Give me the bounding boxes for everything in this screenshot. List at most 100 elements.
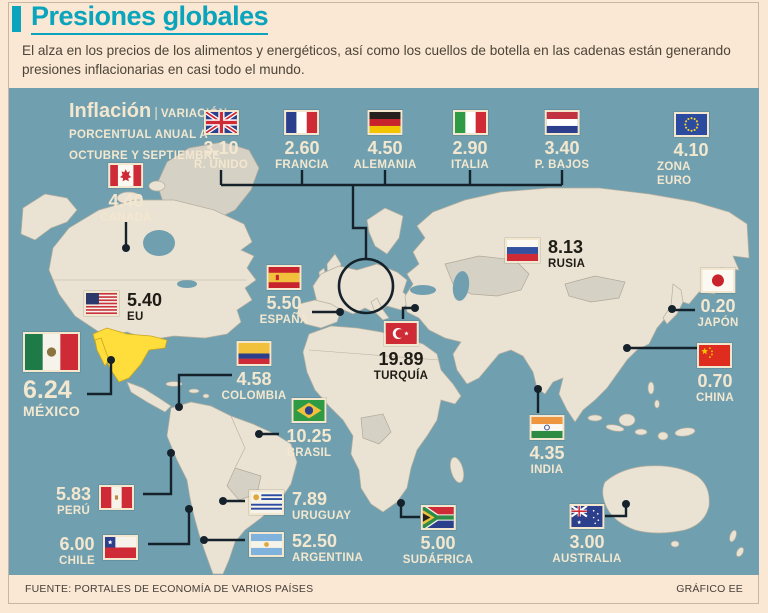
india-flag-icon: [529, 415, 565, 440]
country-text: 0.70 CHINA: [696, 372, 734, 405]
country-label-mexico: 6.24 MÉXICO: [23, 332, 80, 421]
title-accent-bar: [12, 6, 21, 32]
uruguay-flag-icon: [249, 490, 284, 515]
country-label-francia: 2.60 FRANCIA: [275, 110, 329, 172]
country-label-argentina: 52.50 ARGENTINA: [249, 532, 363, 565]
country-text: 5.50 ESPAÑA: [260, 294, 309, 327]
usa-flag-icon: [84, 291, 119, 316]
country-name: ZONA EURO: [657, 160, 692, 188]
country-label-colombia: 4.58 COLOMBIA: [221, 341, 286, 403]
country-name: R. UNIDO: [193, 158, 249, 171]
inflation-value: 5.00: [420, 533, 456, 553]
country-name: FRANCIA: [275, 158, 329, 171]
argentina-flag-icon: [249, 532, 284, 557]
country-label-turquia: 19.89 TURQUÍA: [374, 321, 429, 383]
country-text: 4.35 INDIA: [529, 444, 564, 477]
country-name: TURQUÍA: [373, 369, 429, 382]
country-label-canada: 4.40 CANADÁ: [100, 163, 152, 225]
country-text: 3.40 P. BAJOS: [535, 139, 590, 172]
eu-flag-icon: [673, 112, 709, 137]
netherlands-flag-icon: [544, 110, 580, 135]
inflation-value: 4.58: [236, 369, 272, 389]
inflation-value: 2.60: [284, 138, 320, 158]
country-name: CANADÁ: [100, 211, 152, 224]
source-text: FUENTE: PORTALES DE ECONOMÍA DE VARIOS P…: [25, 583, 314, 595]
russia-flag-icon: [505, 238, 540, 263]
country-name: MÉXICO: [23, 403, 81, 420]
country-name: ITALIA: [451, 158, 489, 171]
country-label-reino-unido: 3.10 R. UNIDO: [194, 110, 248, 172]
inflation-value: 19.89: [378, 349, 424, 369]
country-name: CHINA: [696, 391, 734, 404]
colombia-flag-icon: [236, 341, 272, 366]
country-label-china: 0.70 CHINA: [696, 343, 734, 405]
country-name: PERÚ: [56, 504, 91, 517]
country-name: BRASIL: [286, 446, 332, 459]
country-label-peru: 5.83 PERÚ: [56, 485, 135, 518]
country-label-rusia: 8.13 RUSIA: [505, 238, 585, 271]
country-name: RUSIA: [548, 257, 586, 270]
italy-flag-icon: [452, 110, 488, 135]
chile-flag-icon: [103, 535, 138, 560]
country-name: SUDÁFRICA: [402, 553, 474, 566]
country-name: AUSTRALIA: [552, 552, 622, 565]
inflation-value: 8.13: [548, 237, 584, 257]
legend-separator: |: [154, 104, 158, 120]
page-subtitle: El alza en los precios de los alimentos …: [22, 43, 731, 77]
country-label-eu-usa: 5.40 EU: [84, 291, 162, 324]
inflation-value: 3.00: [569, 532, 605, 552]
legend: Inflación | VARIACIÓN PORCENTUAL ANUAL A O…: [69, 100, 259, 166]
inflation-value: 4.40: [108, 191, 144, 211]
inflation-value: 4.35: [529, 443, 565, 463]
southafrica-flag-icon: [420, 505, 456, 530]
country-text: 2.90 ITALIA: [451, 139, 489, 172]
inflation-value: 5.83: [56, 484, 92, 504]
country-name: INDIA: [530, 463, 564, 476]
germany-flag-icon: [367, 110, 403, 135]
country-label-japon: 0.20 JAPÓN: [697, 268, 738, 330]
country-name: ESPAÑA: [259, 313, 309, 326]
country-name: ARGENTINA: [292, 551, 364, 564]
inflation-value: 4.10: [673, 140, 709, 160]
inflation-value: 5.40: [127, 290, 163, 310]
inflation-value: 3.40: [544, 138, 580, 158]
country-text: 4.58 COLOMBIA: [221, 370, 286, 403]
country-label-sudafrica: 5.00 SUDÁFRICA: [403, 505, 473, 567]
inflation-value: 0.70: [697, 371, 733, 391]
footer: FUENTE: PORTALES DE ECONOMÍA DE VARIOS P…: [9, 577, 759, 601]
country-name: CHILE: [59, 554, 95, 567]
canada-flag-icon: [108, 163, 144, 188]
country-label-italia: 2.90 ITALIA: [451, 110, 489, 172]
inflation-value: 4.50: [367, 138, 403, 158]
country-name: URUGUAY: [292, 509, 352, 522]
country-name: ALEMANIA: [353, 158, 417, 171]
world-map-panel: Inflación | VARIACIÓN PORCENTUAL ANUAL A O…: [9, 88, 759, 575]
legend-title: Inflación: [69, 100, 152, 122]
brazil-flag-icon: [291, 398, 327, 423]
inflation-value: 10.25: [286, 426, 332, 446]
title-underline: [31, 33, 268, 35]
country-label-australia: 3.00 AUSTRALIA: [552, 504, 621, 566]
legend-subtitle: VARIACIÓN PORCENTUAL ANUAL A OCTUBRE Y S…: [69, 108, 228, 162]
country-label-alemania: 4.50 ALEMANIA: [353, 110, 416, 172]
country-text: 4.10 ZONA EURO: [657, 141, 725, 189]
inflation-value: 7.89: [292, 489, 328, 509]
country-label-uruguay: 7.89 URUGUAY: [249, 490, 351, 523]
country-label-india: 4.35 INDIA: [529, 415, 565, 477]
inflation-value: 3.10: [203, 138, 239, 158]
country-text: 10.25 BRASIL: [286, 427, 331, 460]
country-text: 4.50 ALEMANIA: [353, 139, 416, 172]
country-text: 2.60 FRANCIA: [275, 139, 329, 172]
china-flag-icon: [697, 343, 733, 368]
country-text: 8.13 RUSIA: [548, 238, 585, 271]
inflation-value: 6.00: [59, 534, 95, 554]
country-text: 52.50 ARGENTINA: [292, 532, 363, 565]
inflation-value: 6.24: [23, 376, 72, 404]
country-text: 5.40 EU: [127, 291, 162, 324]
country-text: 5.83 PERÚ: [56, 485, 91, 518]
country-text: 6.24 MÉXICO: [23, 377, 80, 421]
country-text: 19.89 TURQUÍA: [374, 350, 429, 383]
spain-flag-icon: [266, 265, 302, 290]
country-label-zona-euro: 4.10 ZONA EURO: [657, 112, 725, 189]
country-label-espana: 5.50 ESPAÑA: [260, 265, 309, 327]
